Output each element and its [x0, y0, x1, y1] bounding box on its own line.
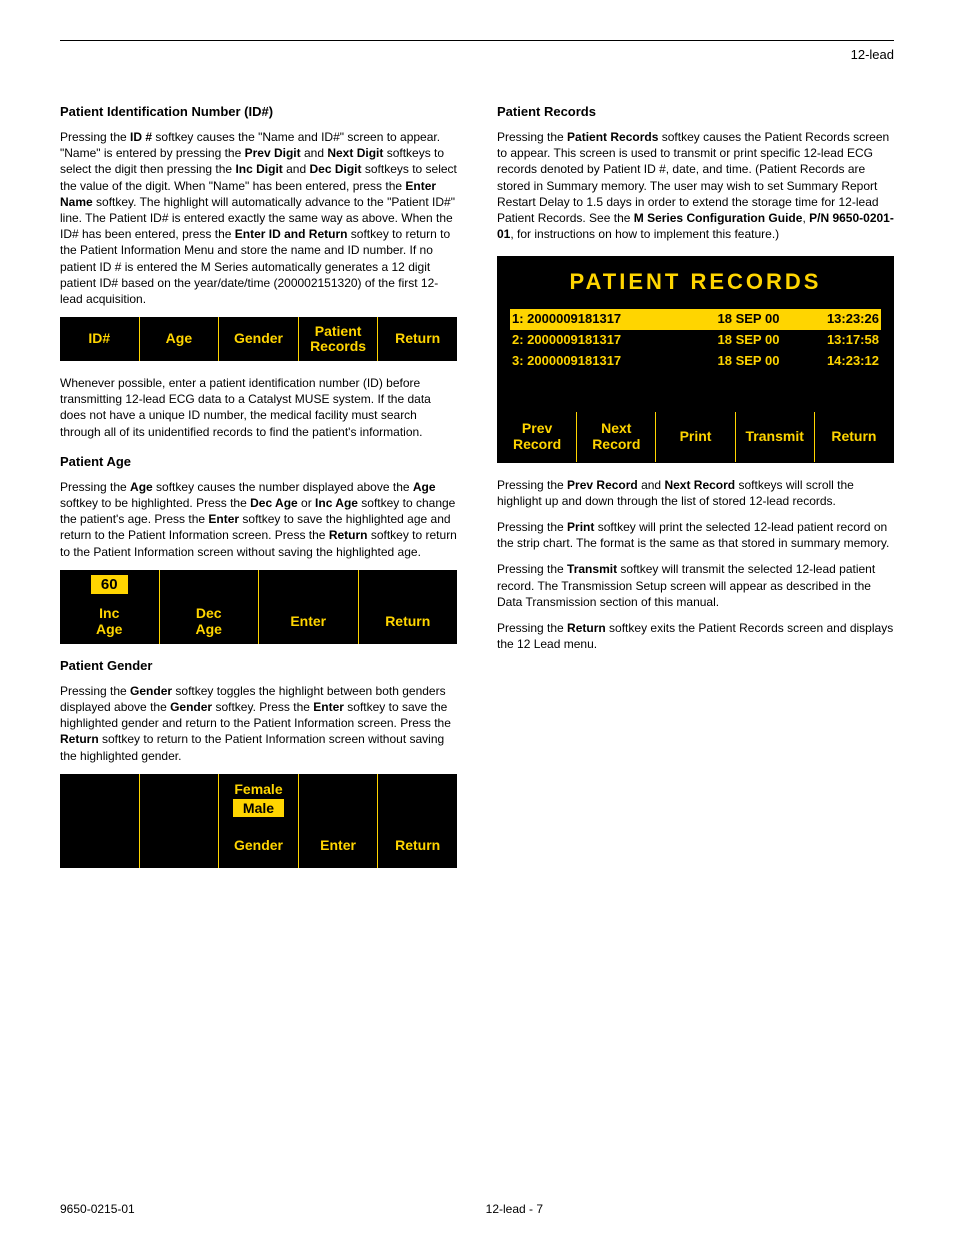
left-column: Patient Identification Number (ID#) Pres… [60, 90, 457, 882]
header-rule [60, 40, 894, 41]
empty-cell [140, 774, 220, 824]
softkey-enter[interactable]: Enter [259, 600, 359, 644]
record-time: 13:17:58 [806, 330, 879, 351]
records-para1: Pressing the Patient Records softkey cau… [497, 129, 894, 242]
records-heading: Patient Records [497, 104, 894, 119]
record-row[interactable]: 1: 2000009181317 18 SEP 00 13:23:26 [510, 309, 881, 330]
id-softkey-screen: ID# Age Gender Patient Records Return [60, 317, 457, 361]
page-footer: 9650-0215-01 12-lead - 7 [60, 1202, 894, 1216]
record-id: 2: 2000009181317 [512, 330, 718, 351]
softkey-return[interactable]: Return [815, 412, 893, 462]
age-display-cell: 60 [60, 570, 160, 600]
record-row[interactable]: 3: 2000009181317 18 SEP 00 14:23:12 [512, 351, 879, 372]
softkey-gender[interactable]: Gender [219, 824, 299, 868]
softkey-age[interactable]: Age [140, 317, 220, 361]
empty-cell [378, 774, 457, 824]
record-date: 18 SEP 00 [718, 309, 806, 330]
footer-left: 9650-0215-01 [60, 1202, 135, 1216]
record-id: 3: 2000009181317 [512, 351, 718, 372]
age-value: 60 [91, 575, 128, 594]
empty-cell [60, 774, 140, 824]
id-para1: Pressing the ID # softkey causes the "Na… [60, 129, 457, 307]
content-columns: Patient Identification Number (ID#) Pres… [60, 90, 894, 882]
softkey-next-record[interactable]: Next Record [577, 412, 656, 462]
records-title: PATIENT RECORDS [498, 257, 893, 309]
softkey-id[interactable]: ID# [60, 317, 140, 361]
softkey-transmit[interactable]: Transmit [736, 412, 815, 462]
empty-cell [299, 774, 379, 824]
records-para5: Pressing the Return softkey exits the Pa… [497, 620, 894, 652]
softkey-prev-record[interactable]: Prev Record [498, 412, 577, 462]
gender-female: Female [234, 781, 282, 797]
softkey-return[interactable]: Return [359, 600, 458, 644]
id-para2: Whenever possible, enter a patient ident… [60, 375, 457, 440]
record-row[interactable]: 2: 2000009181317 18 SEP 00 13:17:58 [512, 330, 879, 351]
gender-para: Pressing the Gender softkey toggles the … [60, 683, 457, 764]
record-id: 1: 2000009181317 [512, 309, 718, 330]
empty-cell [160, 570, 260, 600]
page-header: 12-lead [60, 47, 894, 62]
gender-softkey-screen: Female Male Gender Enter Return [60, 774, 457, 868]
age-heading: Patient Age [60, 454, 457, 469]
age-para: Pressing the Age softkey causes the numb… [60, 479, 457, 560]
patient-records-screen: PATIENT RECORDS 1: 2000009181317 18 SEP … [497, 256, 894, 462]
record-date: 18 SEP 00 [718, 330, 806, 351]
id-heading: Patient Identification Number (ID#) [60, 104, 457, 119]
softkey-empty [60, 824, 140, 868]
gender-male: Male [233, 799, 284, 817]
records-para3: Pressing the Print softkey will print th… [497, 519, 894, 551]
softkey-inc-age[interactable]: Inc Age [60, 600, 160, 644]
gender-display-cell: Female Male [219, 774, 299, 824]
records-para2: Pressing the Prev Record and Next Record… [497, 477, 894, 509]
gender-heading: Patient Gender [60, 658, 457, 673]
softkey-empty [140, 824, 220, 868]
softkey-return[interactable]: Return [378, 824, 457, 868]
records-para4: Pressing the Transmit softkey will trans… [497, 561, 894, 610]
softkey-print[interactable]: Print [656, 412, 735, 462]
softkey-enter[interactable]: Enter [299, 824, 379, 868]
empty-cell [359, 570, 458, 600]
softkey-dec-age[interactable]: Dec Age [160, 600, 260, 644]
records-list: 1: 2000009181317 18 SEP 00 13:23:26 2: 2… [498, 309, 893, 411]
record-date: 18 SEP 00 [718, 351, 806, 372]
footer-center: 12-lead - 7 [486, 1202, 543, 1216]
right-column: Patient Records Pressing the Patient Rec… [497, 90, 894, 882]
record-time: 14:23:12 [806, 351, 879, 372]
softkey-gender[interactable]: Gender [219, 317, 299, 361]
softkey-patient-records[interactable]: Patient Records [299, 317, 379, 361]
softkey-return[interactable]: Return [378, 317, 457, 361]
age-softkey-screen: 60 Inc Age Dec Age Enter Return [60, 570, 457, 644]
empty-cell [259, 570, 359, 600]
record-time: 13:23:26 [806, 309, 879, 330]
